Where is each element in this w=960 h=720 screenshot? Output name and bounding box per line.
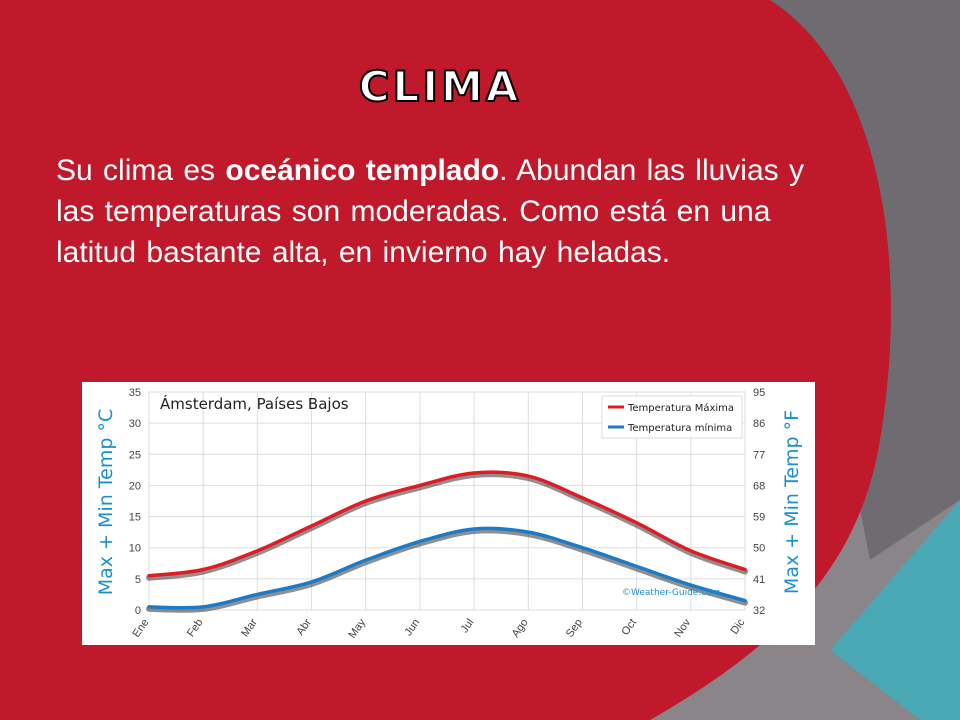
legend-box bbox=[601, 395, 743, 439]
y-axis-label-right: Max + Min Temp °F bbox=[781, 410, 803, 594]
x-tick-label: Sep bbox=[564, 617, 585, 640]
x-tick-label: Oct bbox=[619, 617, 639, 638]
y-tick-label-right: 68 bbox=[753, 480, 765, 492]
x-tick-label: Mar bbox=[239, 617, 260, 640]
climate-chart: 0 32 5 41 10 50 15 59 20 68 25 77 30 86 35 95 Ene Feb Mar A… bbox=[95, 387, 803, 641]
y-tick-label-left: 15 bbox=[129, 512, 141, 524]
teal-accent-shape bbox=[830, 500, 960, 720]
paragraph-intro: Su clima es bbox=[56, 154, 226, 187]
x-tick-label: Nov bbox=[672, 616, 693, 639]
y-tick-label-right: 77 bbox=[753, 449, 765, 461]
chart-legend: Temperatura Máxima Temperatura mínima bbox=[601, 395, 743, 439]
y-tick-label-left: 25 bbox=[129, 449, 141, 461]
x-tick-label: Feb bbox=[185, 617, 206, 639]
y-tick-label-left: 35 bbox=[129, 387, 141, 399]
y-tick-label-left: 10 bbox=[129, 543, 141, 555]
climate-chart-panel: 0 32 5 41 10 50 15 59 20 68 25 77 30 86 35 95 Ene Feb Mar A… bbox=[82, 382, 815, 645]
y-tick-label-right: 50 bbox=[753, 543, 765, 555]
series-line-min bbox=[147, 526, 747, 610]
series-line-min-shadow bbox=[146, 527, 748, 613]
x-tick-label: Abr bbox=[294, 617, 314, 638]
x-tick-label: Jun bbox=[402, 617, 422, 638]
y-tick-label-right: 95 bbox=[753, 387, 765, 399]
slide-paragraph: Su clima es oceánico templado. Abundan l… bbox=[56, 150, 846, 273]
chart-title: Ámsterdam, Países Bajos bbox=[160, 394, 349, 413]
legend-label-min: Temperatura mínima bbox=[627, 422, 732, 434]
series-line-max-shadow bbox=[146, 471, 748, 581]
y-tick-label-left: 5 bbox=[135, 574, 141, 586]
y-tick-label-right: 59 bbox=[753, 512, 765, 524]
x-tick-label: Ene bbox=[130, 617, 151, 640]
x-tick-label: Ago bbox=[510, 617, 531, 640]
x-tick-label: Jul bbox=[459, 617, 477, 635]
series-line-max bbox=[147, 470, 747, 578]
slide-title: CLIMA bbox=[358, 61, 522, 112]
chart-credit: ©Weather-Guide.com bbox=[622, 588, 720, 598]
y-tick-label-right: 41 bbox=[753, 574, 765, 586]
y-tick-label-left: 30 bbox=[129, 418, 141, 430]
paragraph-highlight: oceánico templado bbox=[225, 154, 500, 187]
y-tick-label-left: 20 bbox=[129, 480, 141, 492]
y-axis-label-left: Max + Min Temp °C bbox=[95, 409, 117, 595]
y-tick-label-left: 0 bbox=[135, 605, 141, 617]
y-tick-label-right: 86 bbox=[753, 418, 765, 430]
legend-label-max: Temperatura Máxima bbox=[627, 402, 734, 414]
paragraph-rest: . Abundan las lluvias y las temperaturas… bbox=[56, 154, 804, 269]
x-tick-label: May bbox=[346, 616, 368, 640]
x-tick-label: Dic bbox=[729, 616, 748, 636]
y-tick-label-right: 32 bbox=[753, 605, 765, 617]
